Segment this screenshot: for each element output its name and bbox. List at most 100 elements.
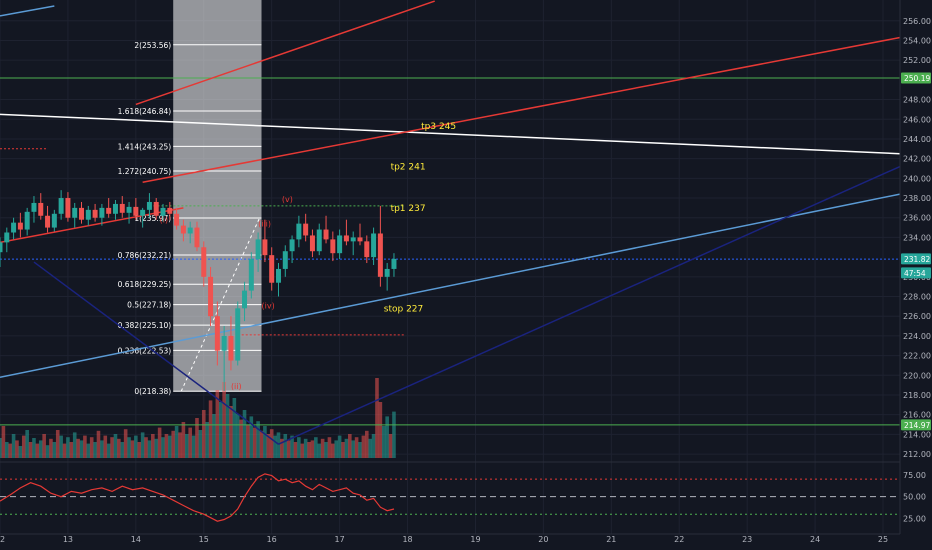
volume-bar — [66, 437, 70, 458]
candle-body — [384, 268, 390, 277]
volume-bar — [147, 440, 152, 458]
volume-bar — [168, 435, 172, 458]
volume-bar — [195, 418, 199, 458]
fib-level-label: 2(253.56) — [134, 41, 171, 50]
candle-body — [282, 251, 288, 269]
trend-line — [33, 261, 279, 445]
volume-bar — [86, 443, 91, 458]
volume-bar — [263, 426, 267, 458]
candle-body — [316, 229, 322, 252]
volume-bar — [327, 437, 332, 458]
volume-bar — [110, 437, 114, 458]
volume-bar — [130, 440, 135, 458]
volume-bar — [324, 442, 328, 458]
volume-bar — [249, 416, 254, 458]
price-badge-label: 214.97 — [904, 421, 930, 430]
candle-body — [92, 209, 98, 218]
volume-bar — [293, 442, 298, 458]
volume-bar — [120, 442, 125, 458]
candle-body — [391, 258, 397, 269]
candle-body — [106, 207, 112, 214]
candle-body — [242, 290, 248, 309]
volume-bar — [21, 435, 26, 458]
volume-bar — [106, 443, 111, 458]
rsi-tick-label: 25.00 — [903, 515, 926, 524]
candle-body — [275, 268, 281, 283]
price-tick-label: 212.00 — [903, 450, 931, 459]
volume-bar — [385, 416, 389, 458]
volume-bar — [280, 438, 284, 458]
date-tick-label: 16 — [267, 535, 277, 544]
trend-line — [278, 165, 901, 445]
volume-bar — [266, 434, 271, 458]
date-tick-label: 13 — [63, 535, 73, 544]
volume-bar — [381, 426, 386, 458]
volume-bar — [55, 430, 60, 458]
volume-bar — [103, 435, 108, 458]
volume-bar — [252, 427, 257, 458]
price-tick-label: 226.00 — [903, 312, 931, 321]
candle-body — [180, 225, 186, 234]
candle-body — [119, 203, 125, 213]
chart-annotation: tp2 241 — [391, 162, 426, 172]
price-badge-bg — [901, 267, 931, 279]
volume-bar — [239, 419, 243, 458]
candle-body — [72, 207, 78, 218]
volume-bar — [232, 398, 237, 458]
candle-body — [85, 209, 91, 220]
candles — [0, 190, 397, 392]
volume-bar — [246, 424, 250, 458]
candle-body — [45, 215, 51, 228]
volume-bar — [341, 442, 345, 458]
volume-bar — [59, 435, 63, 458]
horizontal-lines[interactable] — [0, 77, 900, 426]
candle-body — [24, 211, 30, 230]
candle-body — [337, 235, 343, 254]
volume-bar — [242, 410, 247, 458]
volume-bar — [76, 438, 80, 458]
volume-bar — [218, 402, 223, 458]
volume-bar — [388, 434, 393, 458]
candle-body — [4, 232, 10, 243]
volume-bar — [178, 432, 182, 458]
fib-level-label: 1.272(240.75) — [118, 167, 172, 176]
volume-bar — [276, 432, 281, 458]
date-tick-label: 18 — [402, 535, 412, 544]
volume-bar — [11, 434, 16, 458]
volume-bar — [191, 435, 196, 458]
annotations[interactable]: tp3 245 tp2 241 tp1 237 stop 227 (v) (iv) (iii… — [160, 122, 457, 391]
volume-bar — [273, 435, 277, 458]
volume-bar — [181, 422, 186, 458]
price-badge-label: 250.19 — [904, 74, 930, 83]
candle-body — [133, 206, 139, 216]
rsi-tick-label: 50.00 — [903, 493, 926, 502]
price-tick-label: 256.00 — [903, 17, 931, 26]
volume-bar — [368, 438, 372, 458]
volume-bar — [184, 434, 189, 458]
date-tick-label: 23 — [742, 535, 752, 544]
candle-body — [350, 237, 356, 242]
candle-body — [221, 335, 227, 351]
date-tick-label: 12 — [0, 535, 5, 544]
volume-bar — [283, 434, 288, 458]
rsi-pane — [0, 461, 900, 522]
price-tick-label: 222.00 — [903, 352, 931, 361]
fib-level-label: 1.414(243.25) — [118, 142, 172, 151]
volume-bar — [334, 440, 339, 458]
date-tick-label: 24 — [810, 535, 820, 544]
candle-body — [160, 207, 166, 216]
volume-bar — [8, 443, 12, 458]
volume-bar — [286, 440, 291, 458]
candle-body — [31, 202, 37, 212]
volume-bar — [164, 434, 169, 458]
candle-body — [11, 222, 17, 233]
trend-line — [0, 193, 901, 378]
grid — [0, 0, 900, 534]
trend-lines[interactable] — [0, 0, 901, 445]
candle-body — [235, 308, 241, 361]
volume-bar — [361, 435, 366, 458]
price-tick-label: 228.00 — [903, 293, 931, 302]
price-tick-label: 224.00 — [903, 332, 931, 341]
volume-bar — [371, 434, 376, 458]
